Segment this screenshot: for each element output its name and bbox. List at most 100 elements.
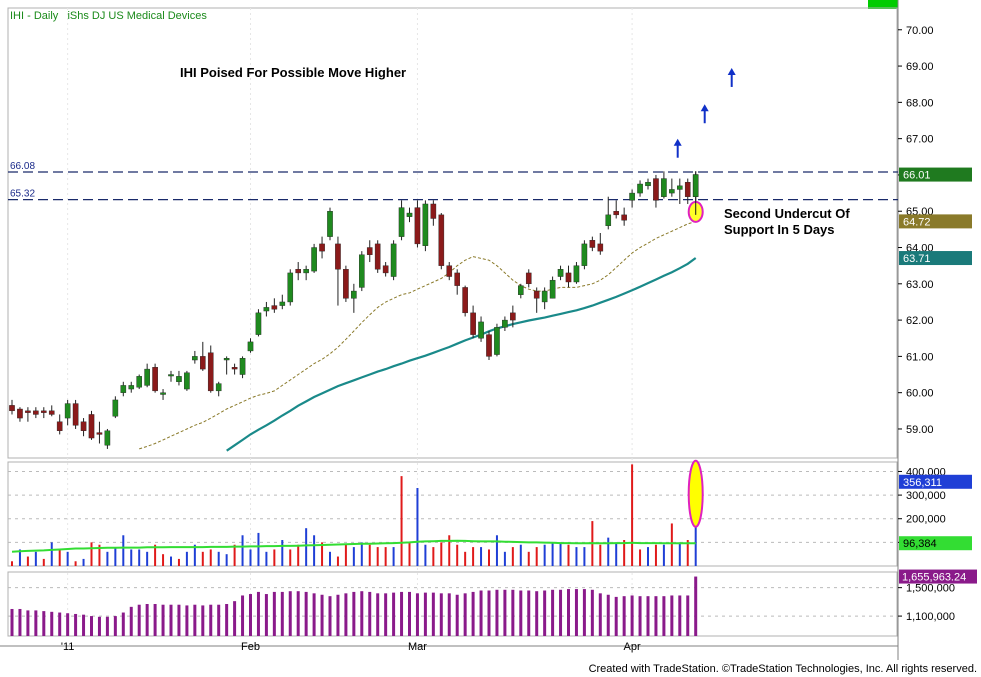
candle-body bbox=[9, 405, 15, 412]
candle bbox=[152, 363, 158, 393]
candle-body bbox=[279, 301, 286, 306]
candle-body bbox=[48, 410, 55, 415]
candle bbox=[231, 363, 238, 375]
volume-y-tick-label: 300,000 bbox=[906, 490, 946, 502]
candle-body bbox=[541, 290, 548, 303]
price-y-tick-label: 69.00 bbox=[906, 61, 934, 73]
candle-body bbox=[152, 367, 158, 392]
price-y-tick-label: 68.00 bbox=[906, 97, 934, 109]
candle bbox=[494, 323, 500, 357]
price-last-value-badge bbox=[899, 214, 972, 229]
volume-y-tick-label: 200,000 bbox=[906, 514, 946, 526]
candle bbox=[176, 370, 182, 386]
candle-body bbox=[303, 269, 309, 274]
candle bbox=[199, 341, 206, 371]
volume-frame bbox=[7, 461, 898, 567]
accumulation-last-value-badge-text: 1,655,963.24 bbox=[902, 572, 966, 584]
candle-body bbox=[287, 272, 294, 303]
price-last-value-badge-text: 63.71 bbox=[903, 253, 931, 265]
candle bbox=[223, 356, 230, 375]
candle bbox=[319, 236, 325, 259]
volume-last-value-badge bbox=[899, 536, 972, 551]
candle-body bbox=[684, 181, 691, 197]
candle-body bbox=[645, 181, 651, 187]
candle-body bbox=[589, 240, 596, 248]
accumulation-y-tick-label: 1,100,000 bbox=[906, 611, 955, 623]
candle-body bbox=[581, 243, 588, 266]
candle-body bbox=[56, 421, 63, 431]
candle bbox=[120, 381, 127, 397]
candle bbox=[17, 407, 23, 422]
price-last-value-badge bbox=[899, 167, 972, 182]
price-y-tick-label: 63.00 bbox=[906, 279, 934, 291]
volume-spike-highlight bbox=[687, 459, 704, 528]
candle-body bbox=[96, 432, 103, 435]
candle bbox=[589, 236, 596, 252]
candle bbox=[311, 243, 317, 273]
upward-arrow-icon bbox=[727, 67, 736, 87]
candle bbox=[359, 251, 365, 292]
candle-body bbox=[414, 207, 421, 245]
candle bbox=[128, 381, 135, 393]
candle bbox=[25, 407, 31, 422]
candle-body bbox=[486, 334, 492, 357]
corner-status-block bbox=[868, 0, 898, 9]
candle bbox=[390, 240, 397, 281]
candle bbox=[470, 305, 476, 339]
panel-frames bbox=[0, 0, 899, 660]
candle-body bbox=[128, 385, 135, 390]
candle-body bbox=[605, 214, 612, 226]
price-y-tick-label: 61.00 bbox=[906, 351, 934, 363]
candle-body bbox=[502, 319, 508, 328]
candle bbox=[661, 171, 667, 199]
candle bbox=[192, 350, 198, 364]
candle bbox=[454, 269, 461, 295]
candle bbox=[374, 240, 381, 273]
candle-body bbox=[319, 243, 325, 252]
candle-body bbox=[573, 265, 580, 283]
candle-body bbox=[41, 410, 47, 413]
candle bbox=[684, 178, 691, 204]
candle bbox=[605, 196, 612, 230]
candle-body bbox=[192, 356, 198, 361]
volume-last-value-badge-text: 356,311 bbox=[903, 477, 942, 489]
candle-body bbox=[446, 265, 453, 277]
candle-body bbox=[64, 403, 71, 419]
candle-body bbox=[215, 383, 222, 392]
candle bbox=[160, 389, 166, 400]
candle bbox=[351, 283, 357, 313]
candle-body bbox=[351, 290, 357, 299]
candle bbox=[279, 294, 286, 310]
candle bbox=[525, 269, 532, 288]
support-line-label: 65.32 bbox=[10, 189, 35, 200]
x-tick-label: Apr bbox=[624, 641, 641, 653]
candle bbox=[677, 178, 683, 204]
price-last-value-badge-text: 64.72 bbox=[903, 216, 931, 228]
candle-body bbox=[525, 272, 532, 285]
candle bbox=[327, 207, 333, 241]
candle-body bbox=[335, 243, 341, 270]
candle-body bbox=[462, 287, 468, 314]
candle bbox=[669, 178, 675, 197]
candle-body bbox=[343, 269, 349, 299]
candle bbox=[144, 363, 150, 388]
candle bbox=[80, 418, 87, 437]
candle bbox=[478, 316, 484, 342]
accumulation-frame bbox=[7, 571, 898, 637]
candle-body bbox=[374, 243, 381, 270]
candle-body bbox=[382, 265, 389, 274]
candle-body bbox=[390, 243, 397, 277]
candle bbox=[295, 262, 302, 281]
candle-body bbox=[629, 192, 635, 201]
candle bbox=[637, 180, 643, 197]
x-tick-label: '11 bbox=[61, 641, 75, 653]
candle bbox=[406, 207, 413, 223]
candle-body bbox=[478, 321, 484, 339]
candle-body bbox=[422, 203, 429, 246]
candle bbox=[557, 265, 564, 281]
price-y-tick-label: 59.00 bbox=[906, 424, 934, 436]
candle bbox=[48, 405, 55, 417]
candle-body bbox=[311, 247, 317, 272]
candle-body bbox=[653, 178, 659, 201]
